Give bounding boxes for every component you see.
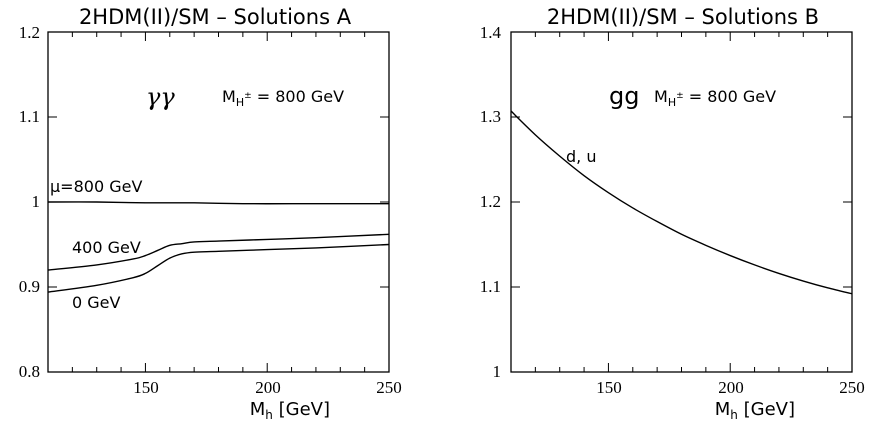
y-tick-label: 1.1 — [480, 277, 501, 296]
ticks-a — [48, 32, 389, 372]
x-tick-label: 150 — [133, 378, 159, 397]
curves-b — [510, 110, 853, 295]
series-label-0: 0 GeV — [72, 293, 121, 312]
x-tick-label: 200 — [718, 378, 744, 397]
x-axis-label-b: Mh [GeV] — [715, 399, 795, 422]
x-axis-label-a: Mh [GeV] — [250, 399, 330, 422]
y-tick-label: 1.2 — [19, 23, 40, 42]
y-tick-label: 1.3 — [480, 107, 501, 126]
y-tick-label: 1 — [493, 362, 502, 381]
y-tick-label: 1.1 — [19, 107, 40, 126]
x-tick-label: 250 — [839, 378, 865, 397]
y-tick-label: 1 — [32, 192, 41, 211]
x-tick-label: 150 — [596, 378, 622, 397]
series-line-800-gev — [47, 201, 389, 205]
plot-frame-b — [510, 31, 853, 373]
x-tick-label: 250 — [376, 378, 402, 397]
y-tick-label: 0.9 — [19, 277, 40, 296]
series-label-400: 400 GeV — [72, 238, 141, 257]
y-tick-label: 0.8 — [19, 362, 40, 381]
ticks-b — [511, 32, 852, 372]
curves-a — [47, 201, 390, 293]
y-tick-label: 1.2 — [480, 192, 501, 211]
x-tick-label: 200 — [255, 378, 281, 397]
panel-b: 2HDM(II)/SM – Solutions B 1.4 1.3 1.2 1.… — [480, 5, 865, 422]
process-label-gamma-gamma: γγ — [146, 83, 175, 111]
series-line-0-gev — [47, 243, 390, 293]
process-label-gg: gg — [609, 82, 639, 110]
mass-annotation-b: MH± = 800 GeV — [654, 87, 776, 109]
chart-title-a: 2HDM(II)/SM – Solutions A — [79, 5, 352, 29]
series-line-400-gev — [47, 233, 390, 271]
y-tick-label: 1.4 — [480, 23, 502, 42]
series-label-mu-800: μ=800 GeV — [50, 177, 142, 196]
mass-annotation-a: MH± = 800 GeV — [222, 87, 344, 109]
chart-title-b: 2HDM(II)/SM – Solutions B — [547, 5, 819, 29]
series-label-d-u: d, u — [566, 147, 596, 166]
series-line-d-u — [510, 110, 853, 295]
panel-a: 2HDM(II)/SM – Solutions A 1.2 1.1 1 0.9 … — [19, 5, 402, 422]
